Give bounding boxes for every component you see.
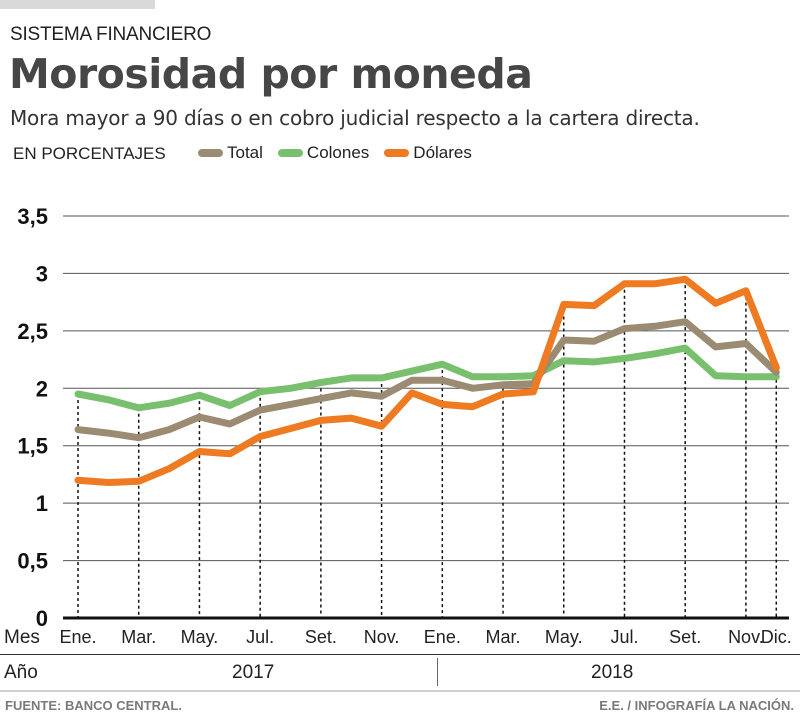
legend-swatch-total [198, 149, 223, 157]
month-row-label: Mes [4, 627, 40, 648]
x-tick-label: Mar. [121, 627, 156, 647]
legend-label-dolares: Dólares [413, 143, 472, 162]
x-tick-label: Ene. [59, 627, 96, 647]
series-line-dolares [74, 275, 780, 486]
year-row-label: Año [4, 662, 38, 683]
x-tick-label: Nov. [364, 627, 400, 647]
x-axis-ticks: Ene. Mar. May. Jul. Set. Nov. Ene. Mar. May. Jul.… [59, 627, 791, 647]
x-tick-label: Dic. [761, 627, 792, 647]
x-tick-label: Jul. [246, 627, 274, 647]
x-tick-label: May. [181, 627, 219, 647]
y-tick-label: 2 [36, 376, 48, 401]
y-tick-label: 2,5 [17, 319, 48, 344]
y-axis-ticks: 0 0,5 1 1,5 2 2,5 3 3,5 [17, 204, 48, 631]
series-lines [74, 275, 780, 486]
y-tick-label: 0 [36, 606, 48, 631]
legend-item-total: Total [198, 143, 263, 163]
credit-note: E.E. / INFOGRAFÍA LA NACIÓN. [599, 698, 794, 713]
x-tick-label: May. [545, 627, 583, 647]
legend-item-colones: Colones [277, 143, 370, 163]
y-tick-label: 0,5 [17, 549, 48, 574]
legend: Total Colones Dólares [198, 143, 487, 163]
x-tick-label: Nov. [728, 627, 764, 647]
x-tick-label: Jul. [610, 627, 638, 647]
x-tick-label: Ene. [424, 627, 461, 647]
y-tick-label: 3,5 [17, 204, 48, 229]
legend-label-colones: Colones [306, 143, 370, 162]
y-tick-label: 1,5 [17, 434, 48, 459]
year-label-2017: 2017 [232, 662, 275, 683]
year-divider [437, 658, 438, 686]
chart-subtitle: Mora mayor a 90 días o en cobro judicial… [10, 106, 700, 130]
footer-separator [0, 690, 800, 692]
legend-label-total: Total [227, 143, 263, 162]
series-line-colones [74, 344, 780, 412]
month-guides [77, 279, 778, 618]
y-tick-label: 3 [36, 261, 48, 286]
y-tick-label: 1 [36, 491, 48, 516]
top-accent-bar [0, 0, 155, 9]
units-label: EN PORCENTAJES [13, 144, 166, 163]
legend-item-dolares: Dólares [384, 143, 472, 163]
gridlines [63, 215, 789, 620]
source-note: FUENTE: BANCO CENTRAL. [5, 698, 182, 713]
kicker: SISTEMA FINANCIERO [10, 24, 212, 45]
x-tick-label: Set. [669, 627, 701, 647]
x-tick-label: Mar. [486, 627, 521, 647]
x-tick-label: Set. [305, 627, 337, 647]
axis-separator [0, 654, 800, 655]
series-line-total [74, 318, 780, 442]
legend-swatch-colones [277, 149, 303, 157]
year-label-2018: 2018 [591, 662, 634, 683]
legend-swatch-dolares [384, 149, 410, 157]
chart-title: Morosidad por moneda [9, 50, 533, 98]
